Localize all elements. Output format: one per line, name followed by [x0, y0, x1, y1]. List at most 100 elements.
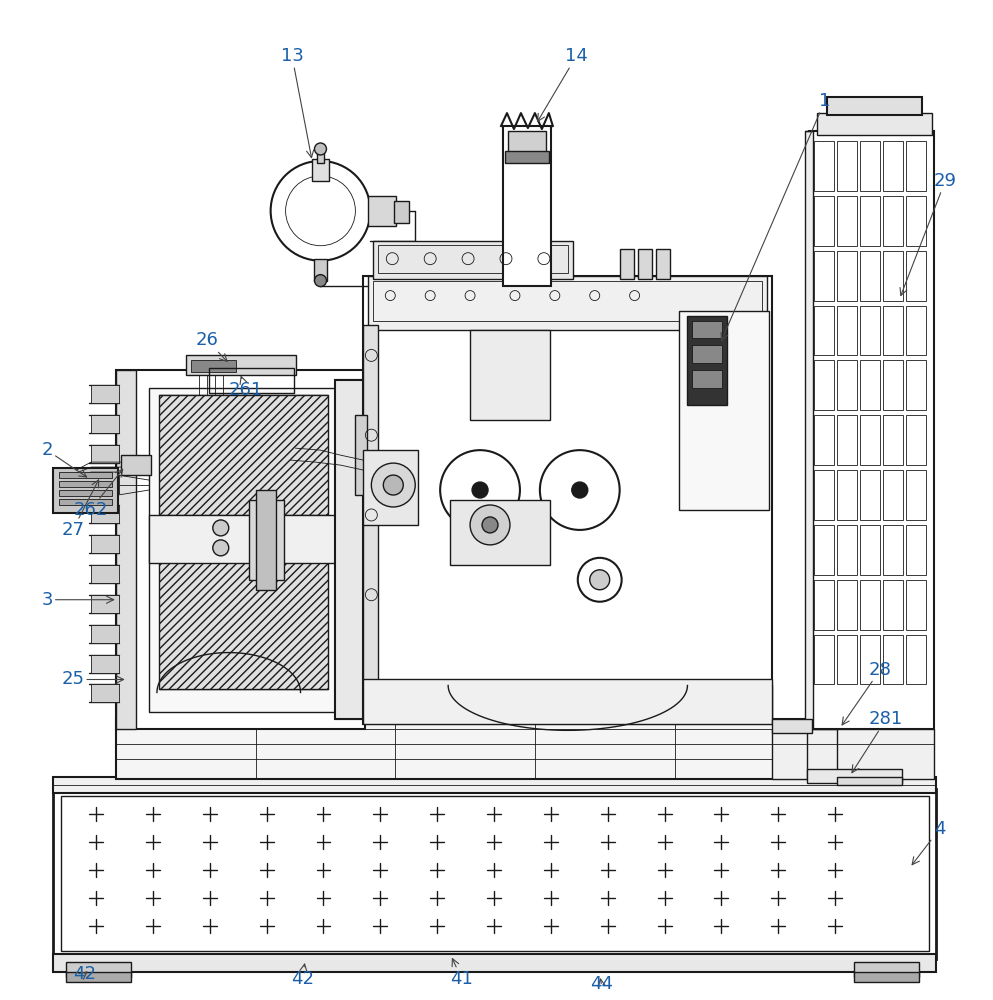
Circle shape: [472, 482, 488, 498]
Bar: [837, 470, 857, 520]
Bar: [837, 196, 857, 246]
Bar: [692, 370, 722, 388]
Bar: [314, 259, 328, 281]
Bar: [54, 954, 935, 972]
Bar: [807, 729, 837, 779]
Bar: [54, 789, 935, 959]
Bar: [54, 777, 935, 793]
Bar: [91, 535, 119, 553]
Circle shape: [590, 570, 610, 590]
Bar: [655, 249, 669, 279]
Text: 42: 42: [73, 965, 96, 983]
Text: 28: 28: [842, 661, 892, 725]
Circle shape: [371, 463, 415, 507]
Bar: [814, 196, 834, 246]
Bar: [503, 126, 551, 286]
Text: 29: 29: [900, 172, 957, 296]
Bar: [363, 276, 773, 724]
Bar: [860, 635, 880, 684]
Bar: [883, 306, 903, 355]
Bar: [60, 481, 112, 487]
Text: 44: 44: [590, 975, 613, 993]
Bar: [906, 251, 925, 301]
Bar: [883, 470, 903, 520]
Bar: [814, 470, 834, 520]
Bar: [906, 525, 925, 575]
Bar: [91, 625, 119, 643]
Bar: [860, 525, 880, 575]
Bar: [837, 251, 857, 301]
Bar: [883, 415, 903, 465]
Bar: [814, 415, 834, 465]
Text: 14: 14: [537, 47, 588, 121]
Bar: [368, 276, 768, 330]
Text: 1: 1: [721, 92, 830, 340]
Text: 42: 42: [291, 964, 314, 988]
Bar: [116, 370, 365, 729]
Bar: [91, 595, 119, 613]
Bar: [883, 635, 903, 684]
Bar: [906, 196, 925, 246]
Bar: [814, 141, 834, 191]
Bar: [91, 684, 119, 702]
Bar: [91, 385, 119, 403]
Bar: [209, 368, 294, 393]
Circle shape: [572, 482, 588, 498]
Bar: [312, 159, 330, 181]
Bar: [620, 249, 634, 279]
Bar: [860, 306, 880, 355]
Bar: [149, 515, 349, 563]
Bar: [837, 580, 857, 630]
Bar: [54, 468, 118, 513]
Bar: [363, 325, 378, 704]
Bar: [817, 113, 931, 135]
Bar: [60, 490, 112, 496]
Bar: [505, 151, 549, 163]
Bar: [906, 306, 925, 355]
Bar: [508, 131, 546, 161]
Circle shape: [213, 540, 228, 556]
Bar: [378, 245, 568, 273]
Bar: [368, 196, 396, 226]
Bar: [807, 769, 902, 783]
Bar: [883, 525, 903, 575]
Bar: [906, 470, 925, 520]
Bar: [906, 141, 925, 191]
Bar: [317, 151, 325, 163]
Bar: [60, 472, 112, 478]
Bar: [336, 380, 363, 719]
Bar: [837, 777, 902, 785]
Bar: [860, 196, 880, 246]
Bar: [60, 499, 112, 505]
Bar: [692, 321, 722, 338]
Bar: [906, 635, 925, 684]
Bar: [837, 141, 857, 191]
Bar: [860, 251, 880, 301]
Bar: [883, 196, 903, 246]
Bar: [687, 316, 727, 405]
Bar: [191, 360, 235, 372]
Bar: [450, 500, 550, 565]
Bar: [814, 306, 834, 355]
Bar: [373, 281, 763, 321]
Bar: [854, 972, 919, 982]
Bar: [149, 388, 349, 712]
Bar: [906, 415, 925, 465]
Bar: [883, 360, 903, 410]
Bar: [837, 525, 857, 575]
Bar: [883, 580, 903, 630]
Text: 27: 27: [62, 480, 98, 539]
Bar: [355, 415, 367, 495]
Bar: [470, 330, 550, 420]
Bar: [814, 580, 834, 630]
Bar: [814, 251, 834, 301]
Bar: [638, 249, 651, 279]
Text: 41: 41: [450, 959, 473, 988]
Bar: [773, 719, 812, 733]
Bar: [805, 131, 813, 729]
Bar: [773, 729, 933, 779]
Bar: [860, 580, 880, 630]
Circle shape: [315, 275, 327, 287]
Bar: [860, 141, 880, 191]
Bar: [255, 490, 276, 590]
